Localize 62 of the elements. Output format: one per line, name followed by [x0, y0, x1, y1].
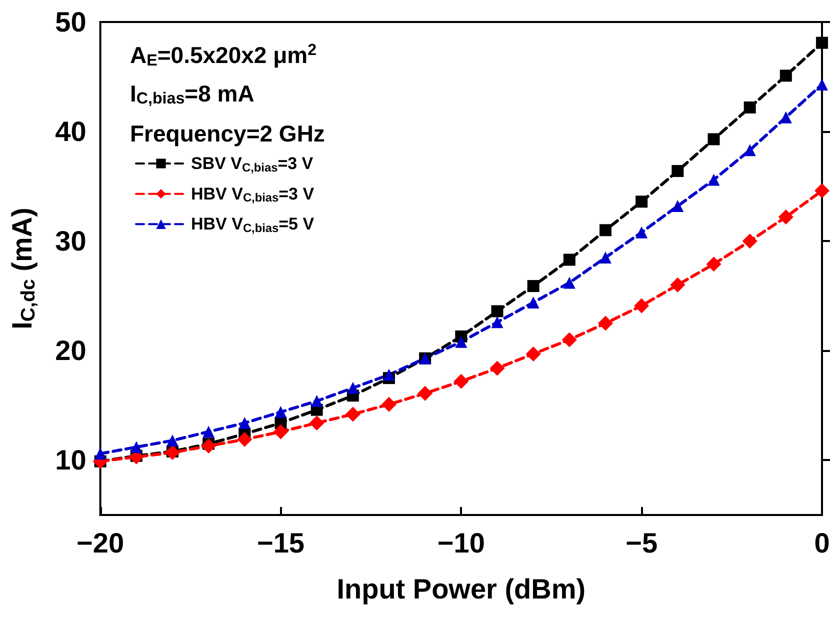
- y-tick-label: 50: [55, 6, 86, 38]
- point: [816, 36, 828, 49]
- point: [130, 441, 142, 454]
- point: [345, 406, 360, 422]
- point: [672, 200, 684, 212]
- point: [201, 438, 216, 454]
- point: [454, 374, 469, 389]
- point: [672, 164, 684, 177]
- point: [742, 234, 758, 249]
- x-tick-label: −10: [437, 528, 485, 558]
- point: [563, 254, 576, 266]
- point: [238, 416, 251, 429]
- point: [94, 448, 106, 460]
- y-tick-label: 10: [55, 444, 86, 476]
- y-axis-title: IC,dc (mA): [6, 208, 40, 330]
- point: [309, 415, 324, 430]
- y-tick-label: 40: [55, 116, 86, 148]
- point: [526, 346, 541, 362]
- point: [382, 368, 395, 381]
- point: [563, 276, 576, 289]
- point: [744, 101, 756, 114]
- point: [418, 386, 433, 401]
- point: [599, 252, 612, 264]
- point: [706, 256, 722, 272]
- point: [455, 336, 468, 348]
- point: [166, 434, 178, 446]
- point: [636, 196, 648, 208]
- point: [491, 305, 504, 318]
- point: [490, 360, 505, 376]
- point: [237, 432, 252, 447]
- point: [598, 316, 613, 331]
- point: [744, 144, 756, 156]
- point: [780, 111, 792, 124]
- y-tick-label: 20: [55, 335, 86, 366]
- point: [599, 224, 612, 236]
- point: [636, 226, 648, 238]
- x-tick-label: −5: [626, 528, 658, 558]
- point: [670, 277, 686, 292]
- point: [634, 298, 650, 314]
- x-tick-label: −15: [256, 528, 304, 558]
- point: [814, 183, 830, 198]
- x-tick-label: 0: [814, 528, 830, 558]
- point: [708, 133, 720, 146]
- point: [381, 396, 396, 412]
- point: [491, 316, 504, 328]
- point: [780, 70, 792, 82]
- point: [310, 395, 323, 408]
- x-tick-label: −20: [76, 528, 124, 558]
- point: [527, 280, 540, 292]
- x-axis-title: Input Power (dBm): [336, 574, 586, 604]
- point: [346, 382, 359, 394]
- y-tick-label: 30: [55, 226, 86, 257]
- point: [708, 174, 720, 186]
- point: [273, 424, 288, 440]
- point: [274, 406, 287, 418]
- point: [562, 332, 577, 348]
- point: [778, 210, 794, 225]
- point: [164, 445, 180, 460]
- point: [202, 426, 215, 438]
- point: [527, 296, 540, 308]
- point: [816, 78, 828, 90]
- annotation: Frequency=2 GHz: [130, 120, 325, 146]
